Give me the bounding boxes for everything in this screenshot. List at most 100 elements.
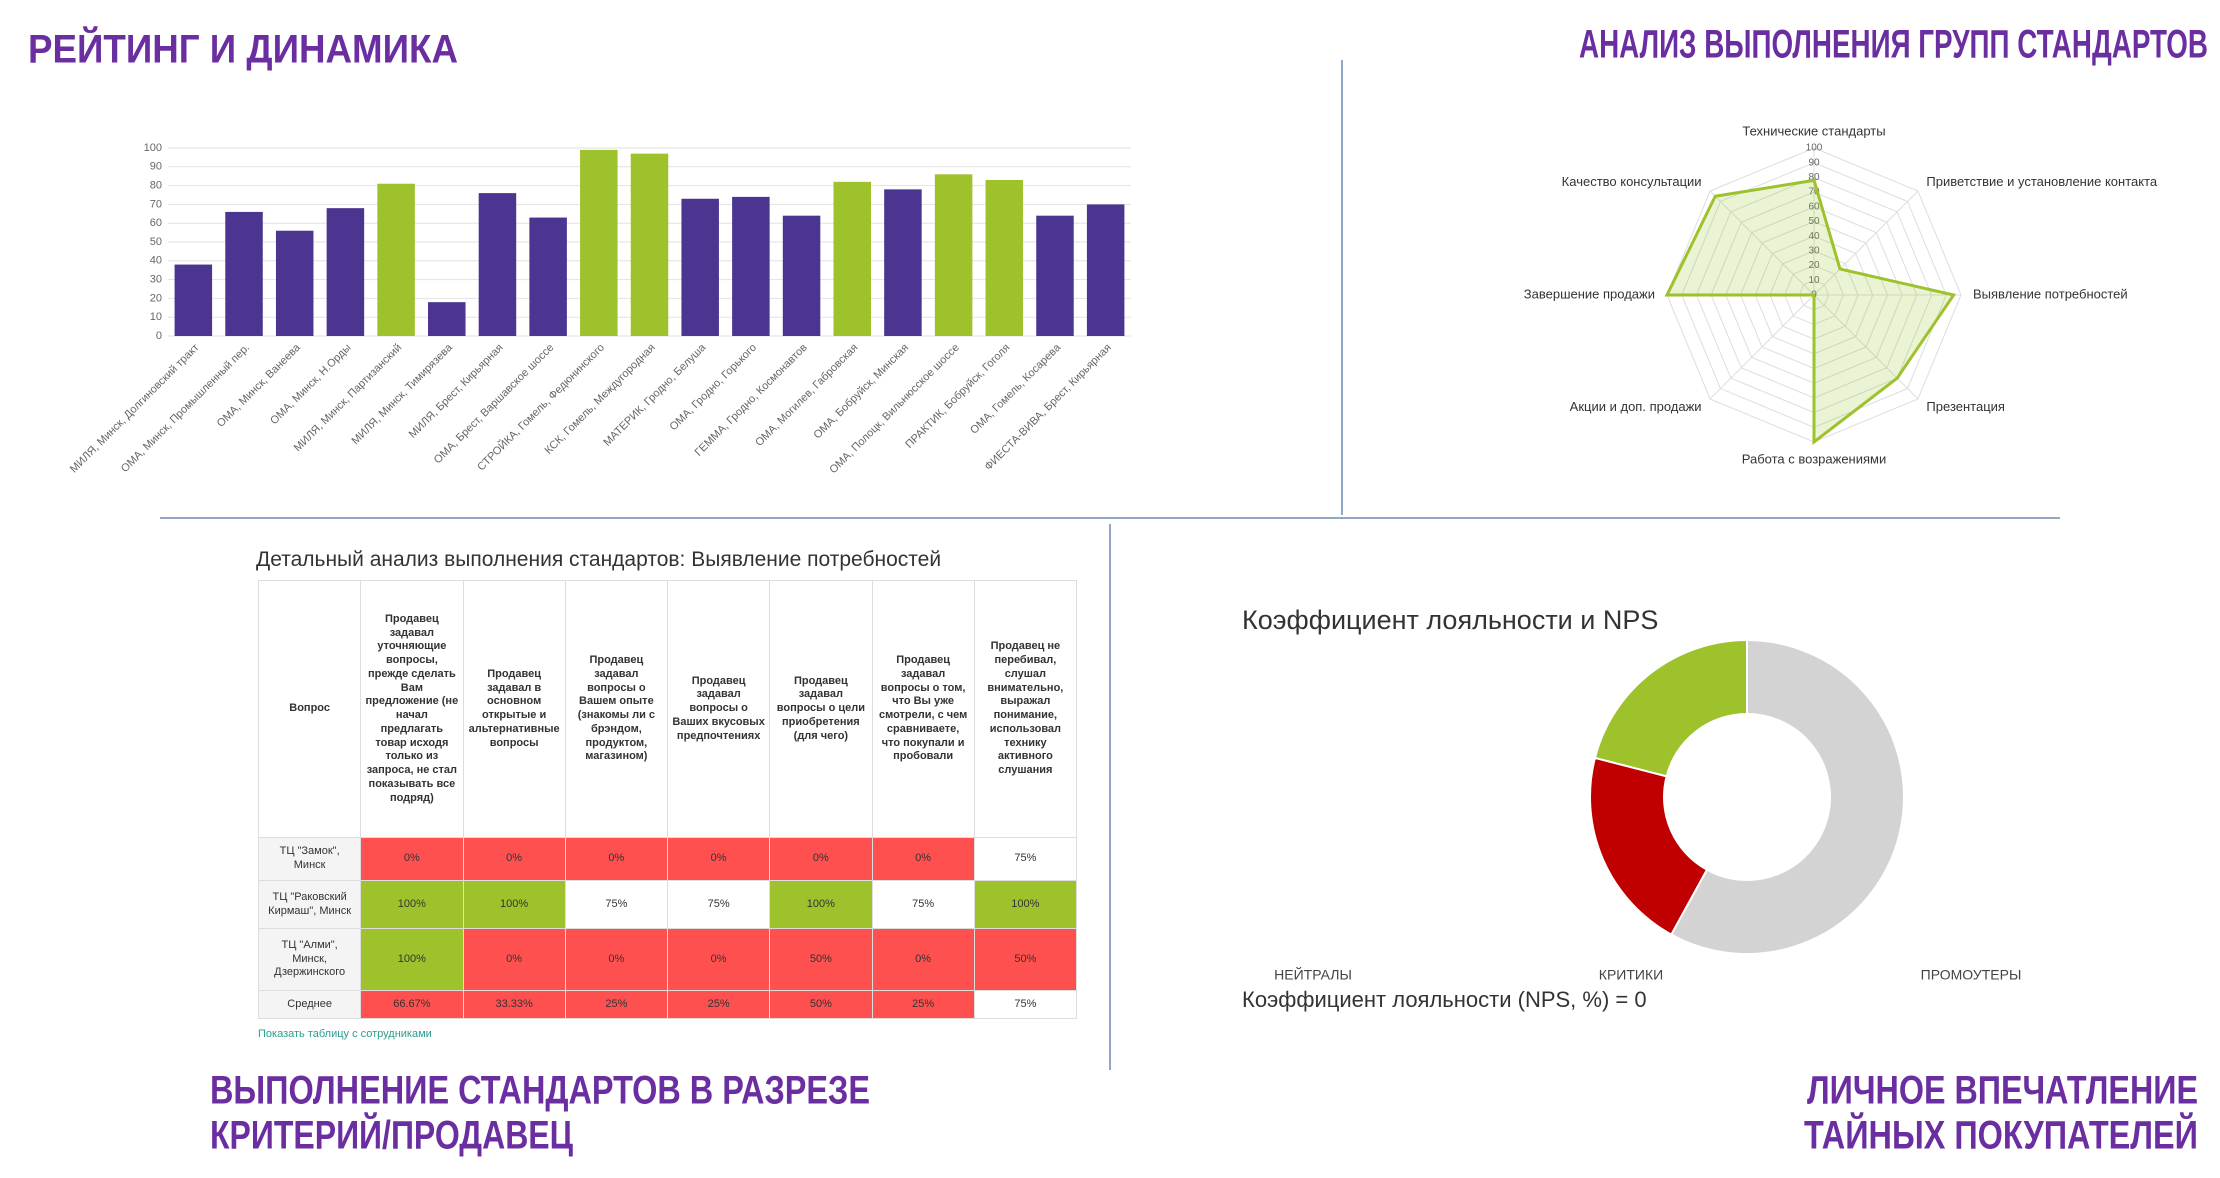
bar <box>174 264 213 336</box>
bar <box>934 174 973 336</box>
bar <box>732 196 770 336</box>
y-tick-label: 60 <box>150 217 162 229</box>
tick-label: 100 <box>1806 143 1823 154</box>
tick-label: 50 <box>1808 216 1820 227</box>
table-cell: 0% <box>871 837 975 881</box>
x-tick-label: ОМА, Гродно, Горького <box>668 342 759 433</box>
header-cell: Продавец не перебивал, слушал внимательн… <box>973 580 1078 838</box>
table-cell: 25% <box>564 990 669 1019</box>
table-row: Среднее 66.67% 33.33% 25% 25% 50% 25% 75% <box>257 990 1078 1019</box>
bar <box>630 153 669 336</box>
header-cell: Продавец задавал в основном открытые и а… <box>462 580 566 838</box>
category-label: Качество консультации <box>1562 174 1702 189</box>
category-label: Акции и доп. продажи <box>1570 399 1702 414</box>
bar <box>326 208 365 336</box>
table-cell: 50% <box>769 990 873 1019</box>
table-cell: 66.67% <box>360 990 464 1019</box>
spoke <box>1709 294 1815 400</box>
x-tick-label: МИЛЯ, Минск, Тимирязева <box>350 341 456 447</box>
link[interactable]: Показать таблицу с сотрудниками <box>258 1028 432 1040</box>
tick-label: 40 <box>1808 231 1820 242</box>
table-cell: 0% <box>871 928 975 991</box>
table-row: ТЦ "Раковский Кирмаш", Минск 100% 100% 75% 7… <box>257 880 1078 929</box>
table-cell: 100% <box>360 928 464 991</box>
x-tick-label: ОМА, Минск, Ванеева <box>215 341 304 430</box>
category-label: Выявление потребностей <box>1973 286 2128 301</box>
tick-label: 80 <box>1808 172 1820 183</box>
x-tick-label: ОМА, Гомель, Косарева <box>968 341 1064 437</box>
category-label: Презентация <box>1926 399 2005 414</box>
x-tick-label: МИЛЯ, Брест, Кирьярная <box>407 342 506 441</box>
table-cell: 100% <box>462 880 566 929</box>
y-tick-label: 90 <box>150 161 162 173</box>
table-cell: 25% <box>871 990 975 1019</box>
annotation: Коэффициент лояльности (NPS, %) = 0 <box>1242 987 1647 1012</box>
table-cell: 0% <box>564 928 669 991</box>
x-tick-label: ПРАКТИК, Бобруйск, Гоголя <box>903 342 1012 451</box>
table-cell: 0% <box>769 837 873 881</box>
y-tick-label: 40 <box>150 255 162 267</box>
table-cell: 0% <box>666 837 771 881</box>
spoke <box>1813 294 1919 400</box>
slice <box>1670 638 1905 955</box>
y-tick-label: 0 <box>156 330 162 342</box>
header-cell: Продавец задавал вопросы о Вашем опыте (… <box>564 580 669 838</box>
heading: КРИТЕРИЙ/ПРОДАВЕЦ <box>210 1112 573 1158</box>
category-label: Работа с возражениями <box>1742 451 1887 466</box>
x-tick-label: КСК, Гомель, Междугородная <box>543 342 658 457</box>
bar <box>884 189 922 336</box>
bar <box>1086 204 1125 336</box>
table-cell: 50% <box>769 928 873 991</box>
legend-label: КРИТИКИ <box>1599 967 1663 983</box>
table-cell: 75% <box>973 837 1078 881</box>
bar <box>377 183 415 336</box>
table-cell: 0% <box>564 837 669 881</box>
table-row: ТЦ "Алми", Минск, Дзержинского 100% 0% 0% 0%… <box>257 928 1078 991</box>
heading: РЕЙТИНГ И ДИНАМИКА <box>28 26 458 72</box>
y-tick-label: 80 <box>150 180 162 192</box>
y-tick-label: 100 <box>144 142 162 154</box>
table-cell: 75% <box>564 880 669 929</box>
spoke <box>1813 190 1919 296</box>
table-cell: 33.33% <box>462 990 566 1019</box>
tick-label: 60 <box>1808 201 1820 212</box>
tick-label: 20 <box>1808 260 1820 271</box>
table-title: Детальный анализ выполнения стандартов: … <box>256 548 942 571</box>
bar <box>985 179 1024 336</box>
table-cell: 0% <box>462 837 566 881</box>
heading: ЛИЧНОЕ ВПЕЧАТЛЕНИЕ <box>1807 1069 2198 1113</box>
y-tick-label: 50 <box>150 236 162 248</box>
bar <box>478 193 517 336</box>
x-tick-label: МАТЕРИК, Гродно, Белуша <box>601 341 709 449</box>
bar <box>681 198 719 336</box>
table: Вопрос Продавец задавал уточняющие вопрос… <box>257 580 1078 1019</box>
bar <box>428 302 466 336</box>
header-cell: Вопрос <box>257 580 362 838</box>
x-tick-label: МИЛЯ, Минск, Партизанский <box>292 342 404 454</box>
x-tick-label: ОМА, Могилев, Габровская <box>753 342 860 449</box>
table-row: ТЦ "Замок", Минск 0% 0% 0% 0% 0% 0% 75% <box>257 837 1078 881</box>
header-cell: Продавец задавал вопросы о цели приобрет… <box>769 580 873 838</box>
table-cell: ТЦ "Замок", Минск <box>257 837 362 881</box>
table-cell: 0% <box>360 837 464 881</box>
heading: ТАЙНЫХ ПОКУПАТЕЛЕЙ <box>1804 1112 2198 1158</box>
tick-label: 10 <box>1808 275 1820 286</box>
header-cell: Продавец задавал уточняющие вопросы, пре… <box>360 580 464 838</box>
y-tick-label: 10 <box>150 311 162 323</box>
radar-area <box>1664 178 1957 446</box>
bar <box>782 215 821 336</box>
tick-label: 30 <box>1808 246 1820 257</box>
table-cell: 25% <box>666 990 771 1019</box>
category-label: Технические стандарты <box>1742 123 1885 138</box>
table-cell: 50% <box>973 928 1078 991</box>
x-tick-label: ОМА, Бобруйск, Минская <box>811 342 911 442</box>
table-cell: 75% <box>973 990 1078 1019</box>
legend-label: НЕЙТРАЛЫ <box>1274 966 1352 983</box>
bar <box>225 211 263 336</box>
header-cell: Продавец задавал вопросы о том, что Вы у… <box>871 580 975 838</box>
chart-title: Коэффициент лояльности и NPS <box>1242 605 1658 635</box>
tick-label: 70 <box>1808 187 1820 198</box>
table-cell: 0% <box>666 928 771 991</box>
